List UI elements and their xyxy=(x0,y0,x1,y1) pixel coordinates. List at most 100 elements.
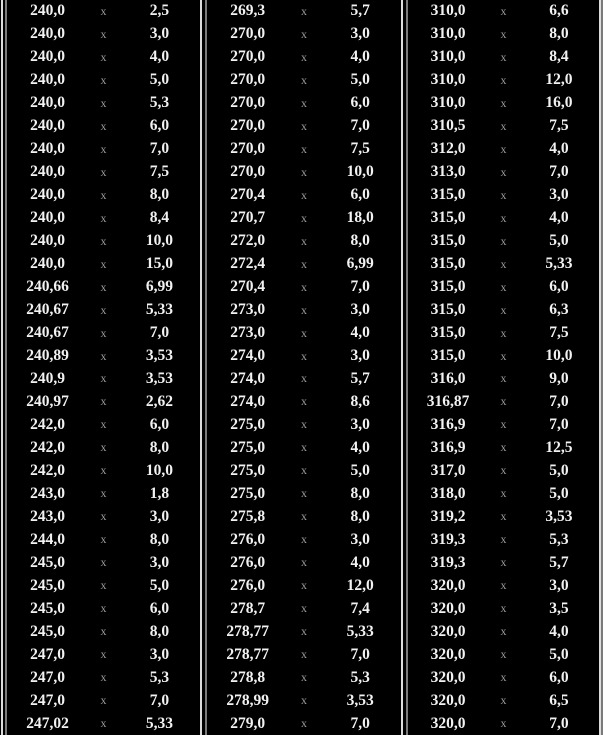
dimension-row[interactable]: 276,0 x 12,0 xyxy=(207,574,401,597)
dimension-row[interactable]: 270,4 x 7,0 xyxy=(207,276,401,299)
dimension-row[interactable]: 240,0 x 5,3 xyxy=(7,92,200,115)
dimension-row[interactable]: 320,0 x 4,0 xyxy=(408,620,599,643)
dimension-row[interactable]: 279,0 x 7,0 xyxy=(207,712,401,735)
dimension-row[interactable]: 243,0 x 1,8 xyxy=(7,482,200,505)
dimension-row[interactable]: 245,0 x 5,0 xyxy=(7,574,200,597)
dimension-row[interactable]: 270,0 x 7,5 xyxy=(207,138,401,161)
dimension-row[interactable]: 315,0 x 6,3 xyxy=(408,299,599,322)
dimension-row[interactable]: 320,0 x 6,5 xyxy=(408,689,599,712)
dimension-row[interactable]: 310,0 x 16,0 xyxy=(408,92,599,115)
dimension-row[interactable]: 270,0 x 7,0 xyxy=(207,115,401,138)
dimension-row[interactable]: 242,0 x 6,0 xyxy=(7,413,200,436)
dimension-row[interactable]: 270,0 x 5,0 xyxy=(207,69,401,92)
dimension-row[interactable]: 315,0 x 5,0 xyxy=(408,230,599,253)
dimension-row[interactable]: 245,0 x 8,0 xyxy=(7,620,200,643)
dimension-row[interactable]: 247,0 x 7,0 xyxy=(7,689,200,712)
multiply-separator: x xyxy=(100,509,107,524)
dimension-row[interactable]: 240,89 x 3,53 xyxy=(7,345,200,368)
dimension-row[interactable]: 240,66 x 6,99 xyxy=(7,276,200,299)
dimension-row[interactable]: 275,0 x 5,0 xyxy=(207,459,401,482)
dimension-row[interactable]: 273,0 x 4,0 xyxy=(207,322,401,345)
thickness-value: 10,0 xyxy=(145,461,173,479)
dimension-row[interactable]: 275,0 x 3,0 xyxy=(207,413,401,436)
dimension-row[interactable]: 240,0 x 3,0 xyxy=(7,23,200,46)
dimension-row[interactable]: 315,0 x 5,33 xyxy=(408,253,599,276)
dimension-row[interactable]: 274,0 x 3,0 xyxy=(207,345,401,368)
dimension-row[interactable]: 245,0 x 6,0 xyxy=(7,597,200,620)
dimension-row[interactable]: 310,0 x 8,4 xyxy=(408,46,599,69)
dimension-row[interactable]: 313,0 x 7,0 xyxy=(408,161,599,184)
dimension-row[interactable]: 275,8 x 8,0 xyxy=(207,505,401,528)
dimension-row[interactable]: 317,0 x 5,0 xyxy=(408,459,599,482)
dimension-row[interactable]: 245,0 x 3,0 xyxy=(7,551,200,574)
dimension-row[interactable]: 278,77 x 5,33 xyxy=(207,620,401,643)
dimension-row[interactable]: 240,0 x 6,0 xyxy=(7,115,200,138)
dimension-row[interactable]: 312,0 x 4,0 xyxy=(408,138,599,161)
dimension-row[interactable]: 244,0 x 8,0 xyxy=(7,528,200,551)
dimension-row[interactable]: 272,0 x 8,0 xyxy=(207,230,401,253)
dimension-row[interactable]: 243,0 x 3,0 xyxy=(7,505,200,528)
dimension-row[interactable]: 310,0 x 12,0 xyxy=(408,69,599,92)
dimension-row[interactable]: 240,0 x 8,4 xyxy=(7,207,200,230)
dimension-row[interactable]: 240,97 x 2,62 xyxy=(7,390,200,413)
dimension-row[interactable]: 240,0 x 2,5 xyxy=(7,0,200,23)
dimension-row[interactable]: 247,0 x 5,3 xyxy=(7,666,200,689)
dimension-row[interactable]: 270,4 x 6,0 xyxy=(207,184,401,207)
dimension-row[interactable]: 272,4 x 6,99 xyxy=(207,253,401,276)
dimension-row[interactable]: 240,0 x 15,0 xyxy=(7,253,200,276)
dimension-row[interactable]: 240,67 x 7,0 xyxy=(7,322,200,345)
dimension-row[interactable]: 270,0 x 6,0 xyxy=(207,92,401,115)
dimension-row[interactable]: 247,0 x 3,0 xyxy=(7,643,200,666)
dimension-row[interactable]: 270,0 x 3,0 xyxy=(207,23,401,46)
dimension-row[interactable]: 310,5 x 7,5 xyxy=(408,115,599,138)
dimension-row[interactable]: 269,3 x 5,7 xyxy=(207,0,401,23)
dimension-row[interactable]: 242,0 x 10,0 xyxy=(7,459,200,482)
dimension-row[interactable]: 320,0 x 3,0 xyxy=(408,574,599,597)
dimension-row[interactable]: 319,2 x 3,53 xyxy=(408,505,599,528)
dimension-row[interactable]: 240,0 x 10,0 xyxy=(7,230,200,253)
dimension-row[interactable]: 316,9 x 12,5 xyxy=(408,436,599,459)
dimension-row[interactable]: 320,0 x 3,5 xyxy=(408,597,599,620)
dimension-row[interactable]: 319,3 x 5,7 xyxy=(408,551,599,574)
dimension-row[interactable]: 278,8 x 5,3 xyxy=(207,666,401,689)
dimension-row[interactable]: 247,02 x 5,33 xyxy=(7,712,200,735)
dimension-row[interactable]: 278,7 x 7,4 xyxy=(207,597,401,620)
dimension-row[interactable]: 320,0 x 5,0 xyxy=(408,643,599,666)
dimension-row[interactable]: 278,99 x 3,53 xyxy=(207,689,401,712)
dimension-row[interactable]: 270,0 x 4,0 xyxy=(207,46,401,69)
multiply-separator: x xyxy=(300,716,307,731)
dimension-row[interactable]: 270,0 x 10,0 xyxy=(207,161,401,184)
dimension-row[interactable]: 315,0 x 6,0 xyxy=(408,276,599,299)
dimension-row[interactable]: 316,0 x 9,0 xyxy=(408,368,599,391)
dimension-row[interactable]: 270,7 x 18,0 xyxy=(207,207,401,230)
dimension-row[interactable]: 319,3 x 5,3 xyxy=(408,528,599,551)
dimension-row[interactable]: 240,0 x 4,0 xyxy=(7,46,200,69)
dimension-row[interactable]: 320,0 x 7,0 xyxy=(408,712,599,735)
dimension-row[interactable]: 240,0 x 7,5 xyxy=(7,161,200,184)
dimension-row[interactable]: 315,0 x 10,0 xyxy=(408,345,599,368)
dimension-row[interactable]: 310,0 x 6,6 xyxy=(408,0,599,23)
dimension-row[interactable]: 315,0 x 3,0 xyxy=(408,184,599,207)
dimension-row[interactable]: 316,87 x 7,0 xyxy=(408,390,599,413)
dimension-row[interactable]: 240,0 x 8,0 xyxy=(7,184,200,207)
dimension-row[interactable]: 240,67 x 5,33 xyxy=(7,299,200,322)
dimension-row[interactable]: 275,0 x 4,0 xyxy=(207,436,401,459)
dimension-row[interactable]: 315,0 x 7,5 xyxy=(408,322,599,345)
dimension-row[interactable]: 316,9 x 7,0 xyxy=(408,413,599,436)
dimension-row[interactable]: 275,0 x 8,0 xyxy=(207,482,401,505)
dimension-row[interactable]: 318,0 x 5,0 xyxy=(408,482,599,505)
dimension-row[interactable]: 242,0 x 8,0 xyxy=(7,436,200,459)
thickness-value: 5,33 xyxy=(145,301,173,319)
dimension-row[interactable]: 240,0 x 5,0 xyxy=(7,69,200,92)
dimension-row[interactable]: 274,0 x 8,6 xyxy=(207,390,401,413)
dimension-row[interactable]: 315,0 x 4,0 xyxy=(408,207,599,230)
dimension-row[interactable]: 273,0 x 3,0 xyxy=(207,299,401,322)
dimension-row[interactable]: 240,9 x 3,53 xyxy=(7,368,200,391)
dimension-row[interactable]: 276,0 x 4,0 xyxy=(207,551,401,574)
dimension-row[interactable]: 320,0 x 6,0 xyxy=(408,666,599,689)
dimension-row[interactable]: 240,0 x 7,0 xyxy=(7,138,200,161)
dimension-row[interactable]: 310,0 x 8,0 xyxy=(408,23,599,46)
dimension-row[interactable]: 274,0 x 5,7 xyxy=(207,368,401,391)
dimension-row[interactable]: 276,0 x 3,0 xyxy=(207,528,401,551)
dimension-row[interactable]: 278,77 x 7,0 xyxy=(207,643,401,666)
